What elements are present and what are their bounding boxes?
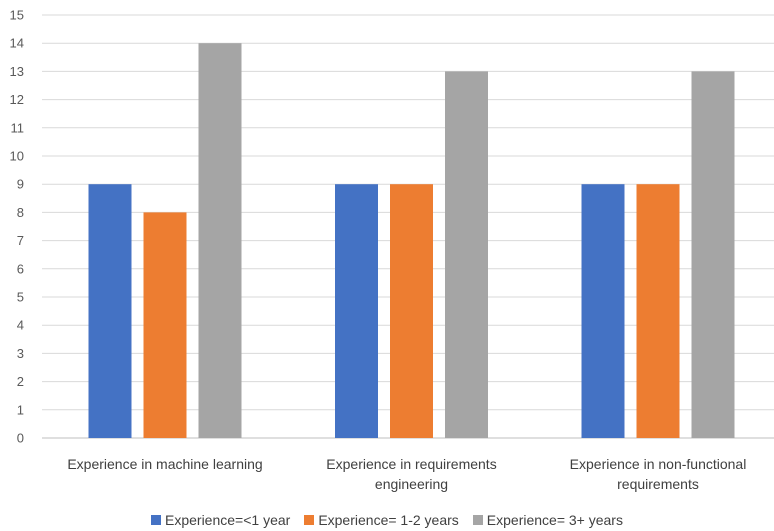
y-tick-label: 15	[10, 8, 24, 23]
y-tick-label: 14	[10, 36, 24, 51]
y-tick-label: 5	[17, 290, 24, 305]
legend-item: Experience=<1 year	[151, 512, 290, 528]
legend-label: Experience=<1 year	[165, 512, 291, 528]
x-category-label: Experience in requirements engineering	[326, 456, 496, 492]
y-tick-label: 2	[17, 374, 24, 389]
y-tick-label: 8	[17, 205, 24, 220]
bar	[691, 71, 735, 439]
legend-swatch	[151, 515, 161, 525]
bar	[198, 43, 242, 438]
y-tick-label: 0	[17, 431, 24, 446]
bar	[636, 184, 680, 438]
bar	[88, 184, 132, 438]
legend-label: Experience= 3+ years	[486, 512, 623, 528]
x-axis-category-labels: Experience in machine learning Experience…	[67, 456, 746, 492]
y-tick-label: 11	[11, 120, 25, 135]
legend: Experience=<1 year Experience= 1-2 years E…	[0, 510, 774, 530]
legend-label: Experience= 1-2 years	[318, 512, 459, 528]
legend-item: Experience= 1-2 years	[304, 512, 459, 528]
y-tick-label: 12	[10, 92, 24, 107]
bars	[88, 43, 735, 439]
bar	[445, 71, 488, 439]
legend-swatch	[472, 515, 483, 525]
bar	[143, 212, 187, 438]
y-tick-label: 1	[17, 402, 24, 417]
bar	[335, 184, 378, 438]
x-category-label: Experience in non-functional requirements	[570, 456, 747, 492]
y-tick-label: 7	[17, 233, 24, 248]
y-tick-label: 3	[17, 346, 24, 361]
y-tick-label: 6	[17, 261, 24, 276]
y-tick-label: 4	[17, 318, 24, 333]
y-tick-label: 9	[17, 177, 24, 192]
y-tick-label: 10	[10, 149, 24, 164]
legend-swatch	[304, 515, 315, 525]
x-category-label: Experience in machine learning	[67, 456, 262, 472]
bar	[581, 184, 625, 438]
legend-item: Experience= 3+ years	[472, 512, 623, 528]
y-tick-label: 13	[10, 64, 24, 79]
bar	[390, 184, 433, 438]
